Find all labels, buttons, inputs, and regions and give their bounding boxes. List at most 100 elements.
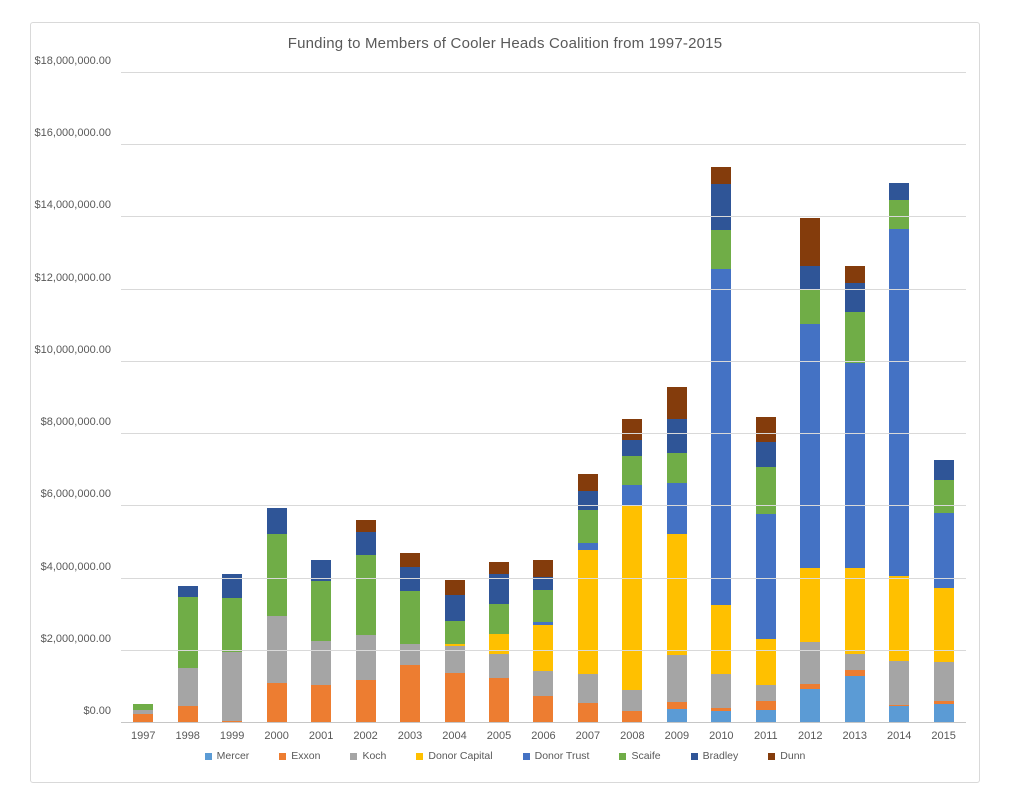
bar-segment-scaife [622,456,643,486]
x-axis-label: 2013 [842,730,867,742]
legend-swatch [522,752,530,760]
bar-segment-donor-trust [533,621,554,625]
bar-segment-koch [488,654,509,678]
bar-segment-koch [844,654,865,671]
stacked-bar-2001 [311,559,332,723]
bar-segment-exxon [933,701,954,704]
bar-segment-koch [533,671,554,696]
bar-segment-koch [800,642,821,685]
bar-segment-koch [311,640,332,686]
gridline [121,360,966,362]
bar-segment-scaife [266,533,287,616]
bar-segment-koch [355,634,376,681]
legend-swatch [350,752,358,760]
bar-segment-exxon [755,701,776,711]
x-axis-label: 2015 [931,730,956,742]
stacked-bar-2007 [577,473,598,723]
bar-segment-koch [266,615,287,684]
chart-container: Funding to Members of Cooler Heads Coali… [30,22,980,783]
legend-swatch [279,752,287,760]
x-axis-label: 2001 [308,730,334,742]
stacked-bar-2004 [444,580,465,723]
bar-segment-scaife [800,290,821,325]
bar-segment-dunn [355,519,376,533]
bar-segment-bradley [933,459,954,481]
bar-segment-koch [222,651,243,722]
y-axis-tick-label: $10,000,000.00 [34,343,111,356]
chart-title: Funding to Members of Cooler Heads Coali… [287,35,723,52]
bar-slot [165,73,209,723]
bar-segment-scaife [577,509,598,544]
bar-segment-donor-capital [711,605,732,675]
bar-slot [210,73,254,723]
bar-segment-bradley [177,586,198,597]
x-axis-label: 2009 [664,730,690,742]
bar-segment-scaife [755,466,776,514]
bar-segment-koch [933,662,954,702]
bar-segment-scaife [844,311,865,364]
bar-segment-exxon [488,677,509,723]
bar-segment-dunn [666,387,687,420]
bar-segment-scaife [177,597,198,668]
bar-segment-koch [889,661,910,705]
legend-item-exxon: Exxon [279,750,320,762]
bar-segment-koch [711,674,732,708]
legend: Mercer Exxon Koch Donor Capital Donor Trust S… [31,750,979,762]
bar-segment-bradley [711,184,732,231]
bar-segment-dunn [444,580,465,595]
bar-segment-dunn [488,561,509,575]
bar-segment-exxon [711,707,732,712]
bar-segment-mercer [844,676,865,723]
bar-segment-bradley [311,559,332,582]
bar-segment-scaife [133,704,154,710]
x-axis-label: 2005 [486,730,512,742]
legend-item-donor-trust: Donor Trust [522,750,590,762]
bar-segment-bradley [266,508,287,534]
legend-swatch [690,752,698,760]
stacked-bar-2000 [266,508,287,723]
bar-segment-scaife [444,620,465,644]
x-axis-label: 1999 [219,730,245,742]
bar-segment-bradley [577,491,598,510]
bar-slot [566,73,610,723]
bar-segment-scaife [666,452,687,483]
bar-segment-donor-capital [577,550,598,674]
stacked-bar-1999 [222,573,243,723]
x-axis-label: 2000 [264,730,289,742]
bar-segment-scaife [933,480,954,513]
x-axis-label: 2011 [753,730,778,742]
bar-segment-koch [622,690,643,712]
bar-segment-donor-trust [711,269,732,606]
bar-segment-exxon [533,695,554,723]
gridline [121,216,966,218]
bar-segment-dunn [844,265,865,284]
bar-slot [432,73,476,723]
bar-segment-bradley [400,567,421,592]
bar-segment-koch [400,643,421,666]
y-axis-tick-label: $16,000,000.00 [34,127,111,140]
legend-label: Donor Trust [534,750,590,762]
gridline [121,649,966,651]
bar-segment-donor-capital [533,624,554,672]
bar-segment-donor-capital [800,567,821,643]
bar-segment-dunn [800,217,821,266]
gridline [121,722,966,723]
bar-segment-donor-capital [666,533,687,655]
x-axis-label: 2004 [442,730,467,742]
stacked-bar-2006 [533,560,554,723]
x-axis-label: 1997 [130,730,156,742]
gridline [121,72,966,73]
bar-segment-exxon [133,713,154,723]
bar-segment-exxon [444,673,465,723]
bar-segment-donor-trust [800,324,821,568]
legend-label: Dunn [780,750,806,762]
bar-slot [610,73,654,723]
bar-segment-mercer [800,689,821,723]
legend-label: Scaife [631,750,661,762]
bar-segment-scaife [711,230,732,270]
legend-swatch [204,752,212,760]
bar-segment-donor-capital [844,568,865,655]
legend-item-koch: Koch [350,750,386,762]
legend-item-mercer: Mercer [204,750,249,762]
